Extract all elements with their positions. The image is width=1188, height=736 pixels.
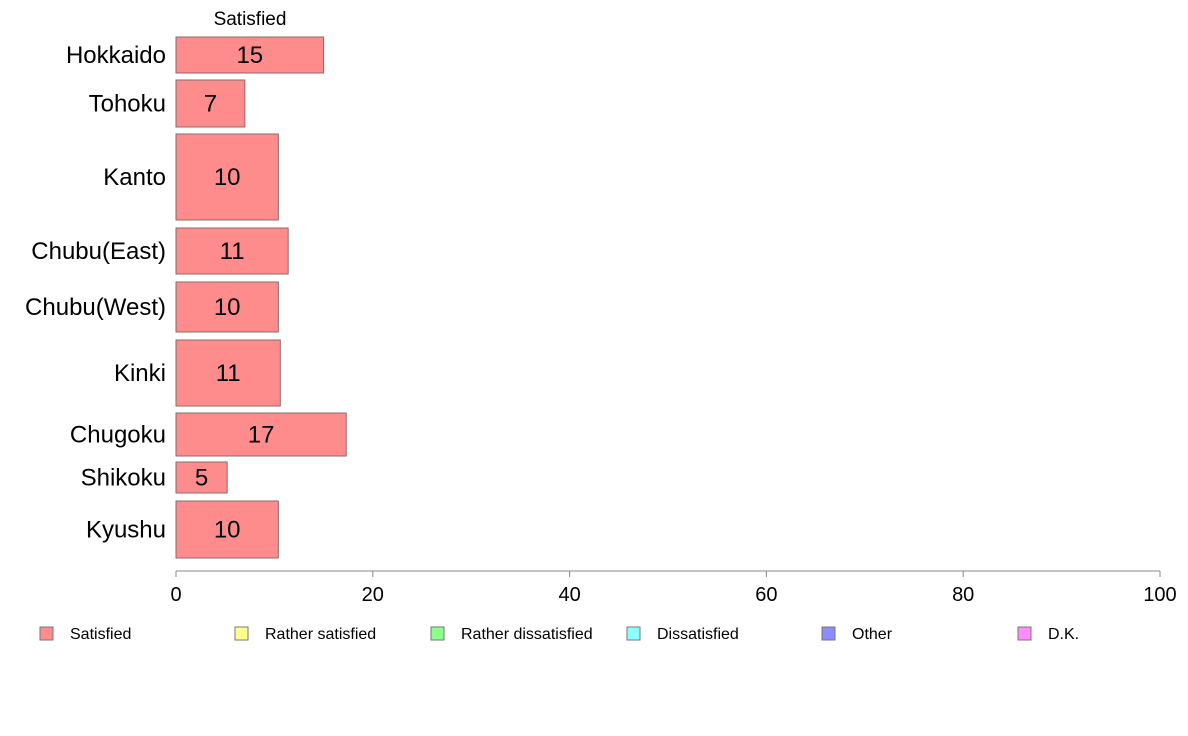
legend: Satisfied Rather satisfied Rather dissatis… [39, 626, 1079, 643]
bar-chubu-west--0 [175, 281, 279, 333]
data-label: 15 [236, 42, 263, 69]
category-label: Chubu(East) [31, 238, 166, 265]
legend-label: Other [852, 626, 893, 643]
data-label: 7 [204, 91, 217, 118]
bar-kinki-0 [175, 339, 281, 407]
legend-label: Rather satisfied [265, 626, 376, 643]
x-tick-label: 80 [952, 584, 974, 606]
legend-swatch [821, 626, 836, 641]
data-label: 11 [216, 360, 241, 387]
legend-label: Satisfied [70, 626, 131, 643]
category-label: Kanto [103, 164, 166, 191]
legend-swatch [626, 626, 641, 641]
data-label: 10 [214, 164, 241, 191]
category-label: Tohoku [89, 91, 166, 118]
data-label: 10 [214, 517, 241, 544]
legend-swatch [430, 626, 445, 641]
bar-chugoku-0 [175, 412, 347, 457]
legend-label: Dissatisfied [657, 626, 739, 643]
category-label: Chubu(West) [25, 294, 166, 321]
category-label: Hokkaido [66, 42, 166, 69]
category-label: Chugoku [70, 422, 166, 449]
legend-swatch [1017, 626, 1032, 641]
bar-kyushu-0 [175, 500, 279, 559]
series-header: Satisfied [214, 9, 287, 30]
x-tick-label: 20 [362, 584, 384, 606]
data-label: 10 [214, 294, 241, 321]
x-tick-label: 100 [1143, 584, 1176, 606]
x-axis: 0 20 40 60 80 100 [170, 570, 1177, 606]
bar-hokkaido-0 [175, 36, 325, 74]
x-tick-label: 40 [558, 584, 580, 606]
category-label: Shikoku [81, 465, 166, 492]
data-label: 11 [220, 238, 245, 265]
bar-shikoku-0 [175, 461, 228, 494]
legend-swatch [39, 626, 54, 641]
x-tick-label: 60 [755, 584, 777, 606]
x-tick-label: 0 [170, 584, 181, 606]
legend-label: D.K. [1048, 626, 1079, 643]
legend-swatch [234, 626, 249, 641]
bar-chubu-east--0 [175, 227, 289, 275]
category-label: Kyushu [86, 517, 166, 544]
bar-kanto-0 [175, 133, 279, 221]
bar-tohoku-0 [175, 79, 246, 128]
legend-label: Rather dissatisfied [461, 626, 593, 643]
data-label: 5 [195, 465, 208, 492]
data-label: 17 [248, 422, 275, 449]
bars-group: 15 Hokkaido 7 Tohoku 10 Kanto 11 Chubu(East) 10 C… [25, 36, 347, 559]
category-label: Kinki [114, 360, 166, 387]
